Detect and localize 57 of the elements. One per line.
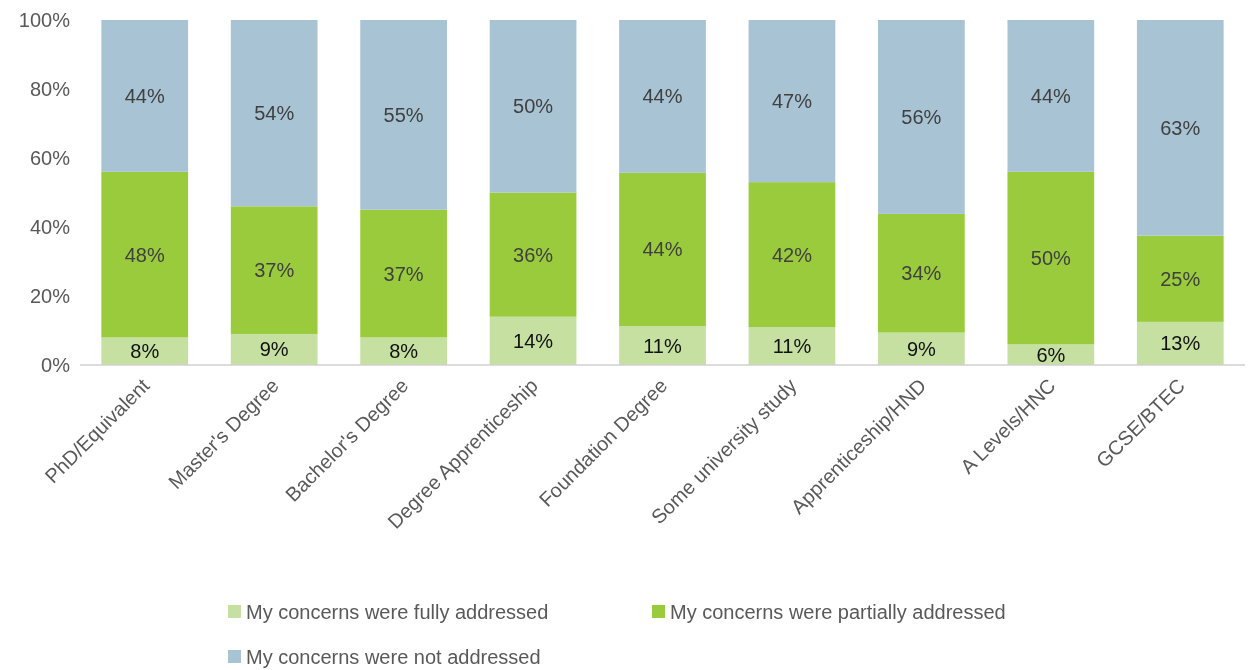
bar (360, 209, 447, 338)
data-label: 44% (124, 84, 165, 107)
bar (1136, 321, 1224, 365)
data-label: 13% (1160, 332, 1201, 355)
data-label: 44% (642, 238, 683, 261)
bar (489, 192, 577, 317)
bar (489, 316, 577, 365)
data-label: 47% (771, 90, 813, 113)
data-label: 9% (259, 338, 289, 361)
bar (878, 20, 965, 214)
data-label: 37% (254, 259, 295, 282)
y-tick-label: 20% (29, 285, 71, 307)
bar (489, 20, 577, 193)
bar (1136, 20, 1224, 236)
bar (101, 20, 189, 172)
data-label: 14% (513, 329, 554, 352)
data-label: 34% (901, 262, 942, 285)
data-label: 9% (906, 337, 937, 360)
data-label: 6% (1036, 343, 1066, 366)
y-tick-label: 40% (29, 216, 71, 238)
legend-label: My concerns were partially addressed (670, 601, 1006, 623)
data-label: 63% (1160, 116, 1201, 139)
data-label: 11% (772, 335, 812, 358)
bar (1007, 20, 1095, 172)
data-label: 48% (124, 243, 165, 266)
bar (1007, 171, 1095, 345)
y-tick-label: 60% (29, 147, 71, 169)
bar (748, 182, 836, 328)
data-label: 55% (383, 103, 424, 126)
data-label: 44% (642, 85, 683, 108)
y-tick-label: 0% (41, 354, 71, 376)
bar (619, 326, 706, 365)
data-label: 8% (130, 340, 160, 363)
data-label: 8% (389, 340, 419, 363)
bar (1136, 235, 1224, 322)
data-label: 50% (513, 95, 554, 118)
data-label: 44% (1030, 84, 1072, 107)
y-tick-label: 100% (18, 9, 71, 31)
data-label: 36% (513, 243, 554, 266)
bar (619, 20, 706, 173)
data-label: 37% (383, 262, 424, 285)
data-label: 42% (771, 243, 813, 266)
bar (230, 20, 318, 207)
legend-label: My concerns were not addressed (246, 646, 541, 668)
data-label: 50% (1030, 247, 1072, 270)
y-tick-label: 80% (29, 78, 71, 100)
bar (101, 171, 189, 338)
data-label: 11% (643, 334, 682, 357)
data-label: 56% (901, 105, 942, 128)
bar (360, 20, 447, 210)
bar (878, 213, 965, 333)
data-label: 25% (1160, 267, 1201, 290)
legend-label: My concerns were fully addressed (246, 601, 549, 623)
bar (230, 206, 318, 334)
bar (748, 20, 836, 183)
data-label: 54% (254, 102, 295, 125)
bar (619, 172, 706, 327)
